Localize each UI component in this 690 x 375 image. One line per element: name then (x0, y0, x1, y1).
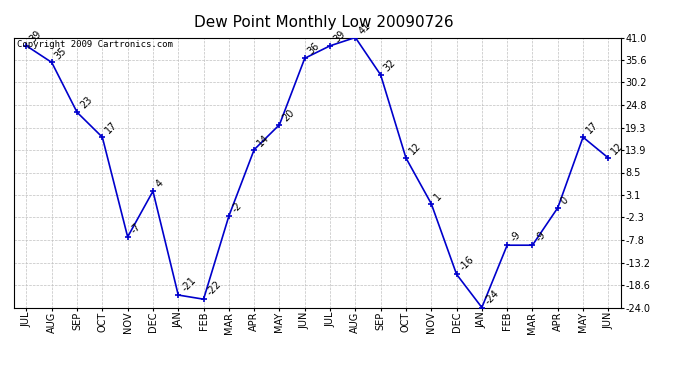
Text: -7: -7 (129, 222, 143, 236)
Text: -22: -22 (205, 279, 224, 298)
Text: -9: -9 (534, 230, 548, 244)
Text: 0: 0 (559, 195, 571, 206)
Text: 20: 20 (281, 108, 297, 123)
Text: 41: 41 (357, 20, 373, 36)
Text: 35: 35 (53, 45, 69, 61)
Text: 12: 12 (407, 141, 423, 157)
Text: 17: 17 (584, 120, 600, 136)
Text: -16: -16 (458, 255, 476, 273)
Text: 32: 32 (382, 58, 398, 74)
Text: Dew Point Monthly Low 20090726: Dew Point Monthly Low 20090726 (195, 15, 454, 30)
Text: 39: 39 (28, 28, 43, 44)
Text: Copyright 2009 Cartronics.com: Copyright 2009 Cartronics.com (17, 40, 172, 49)
Text: -9: -9 (509, 230, 522, 244)
Text: 14: 14 (255, 132, 271, 148)
Text: 12: 12 (610, 141, 626, 157)
Text: 1: 1 (433, 191, 444, 202)
Text: 23: 23 (79, 95, 95, 111)
Text: -2: -2 (230, 201, 244, 215)
Text: -21: -21 (179, 275, 198, 294)
Text: 39: 39 (331, 28, 347, 44)
Text: 36: 36 (306, 41, 322, 57)
Text: 17: 17 (104, 120, 119, 136)
Text: -24: -24 (483, 288, 502, 306)
Text: 4: 4 (155, 178, 166, 190)
